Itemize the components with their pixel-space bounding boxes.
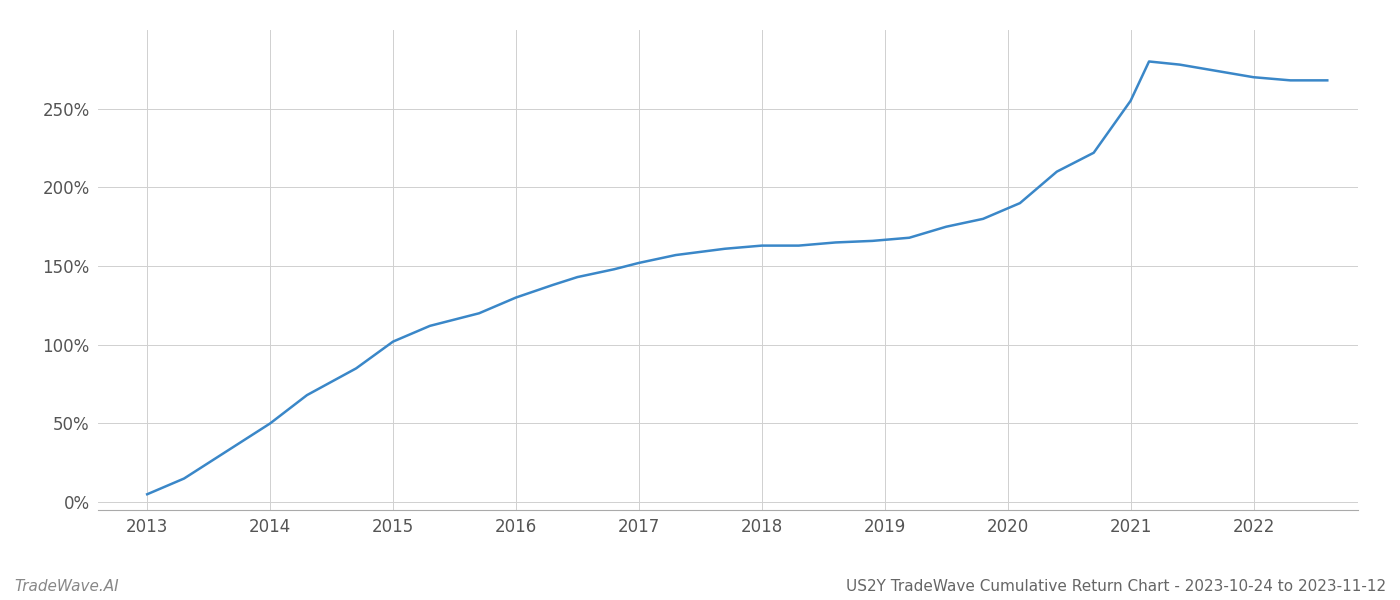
Text: US2Y TradeWave Cumulative Return Chart - 2023-10-24 to 2023-11-12: US2Y TradeWave Cumulative Return Chart -… <box>846 579 1386 594</box>
Text: TradeWave.AI: TradeWave.AI <box>14 579 119 594</box>
